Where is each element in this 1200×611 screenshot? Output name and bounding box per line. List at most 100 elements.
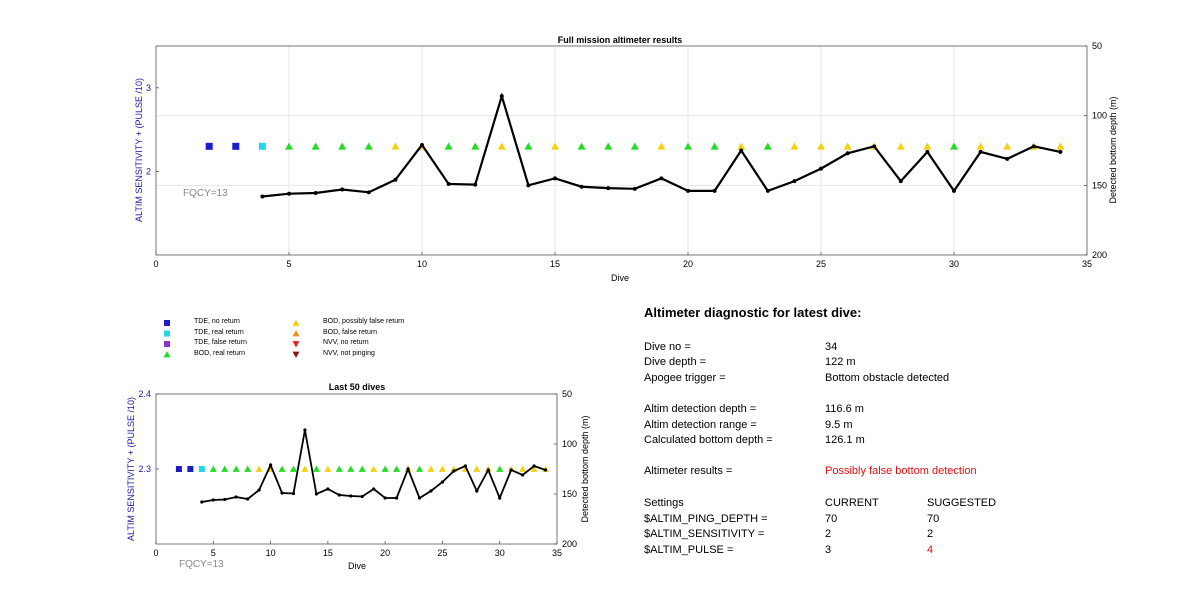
bottom-depth-point xyxy=(486,468,490,472)
bottom-depth-point xyxy=(686,188,690,193)
bottom-depth-point xyxy=(417,496,422,500)
altimeter-marker xyxy=(335,465,343,472)
detection-range-label: Altim detection range = xyxy=(644,419,757,431)
bottom-depth-point xyxy=(553,176,557,181)
dive-depth-label: Dive depth = xyxy=(644,356,707,368)
x-tick-label: 0 xyxy=(153,259,158,269)
altimeter-marker xyxy=(604,142,613,150)
dive-depth-value: 122 m xyxy=(825,356,856,368)
pulse-suggested: 4 xyxy=(927,544,934,556)
bottom-depth-point xyxy=(429,489,433,493)
bottom-depth-point xyxy=(234,495,238,499)
bottom-depth-point xyxy=(532,464,536,468)
right-axis-label: Detected bottom depth (m) xyxy=(580,415,590,522)
dive-no-value: 34 xyxy=(825,341,838,353)
detection-depth-label: Altim detection depth = xyxy=(644,403,757,415)
altimeter-marker xyxy=(896,142,905,150)
bottom-depth-point xyxy=(287,191,291,196)
bottom-depth-point xyxy=(420,142,424,147)
right-axis-label: Detected bottom depth (m) xyxy=(1108,96,1118,203)
altimeter-marker xyxy=(244,465,252,472)
altimeter-marker xyxy=(232,465,240,472)
results-label: Altimeter results = xyxy=(644,465,733,477)
altimeter-marker xyxy=(496,465,504,472)
bottom-depth-point xyxy=(268,463,273,467)
altimeter-marker xyxy=(519,465,527,472)
altimeter-marker xyxy=(198,466,205,472)
bottom-depth-point xyxy=(543,468,548,472)
altimeter-marker xyxy=(364,142,373,150)
altimeter-marker xyxy=(209,465,217,472)
altimeter-marker xyxy=(473,465,481,472)
altimeter-marker xyxy=(255,465,263,472)
bottom-depth-point xyxy=(473,182,478,187)
x-axis-label: Dive xyxy=(611,273,629,283)
bottom-depth-point xyxy=(372,487,376,491)
legend-entry-label: NVV, no return xyxy=(323,339,369,346)
altimeter-marker xyxy=(312,465,320,472)
altimeter-marker xyxy=(1003,142,1012,150)
bottom-depth-point xyxy=(845,151,850,156)
x-tick-label: 10 xyxy=(266,548,276,558)
bottom-depth-point xyxy=(394,496,399,500)
legend-entry-label: TDE, false return xyxy=(194,339,247,346)
right-tick-label: 150 xyxy=(1092,180,1107,190)
right-tick-label: 50 xyxy=(1092,41,1102,51)
bottom-depth-point xyxy=(303,428,307,432)
legend-marker xyxy=(292,341,300,348)
bottom-depth-point xyxy=(1005,156,1010,161)
right-tick-label: 200 xyxy=(562,539,577,549)
altimeter-marker xyxy=(393,465,401,472)
altimeter-marker xyxy=(817,142,825,150)
altimeter-marker xyxy=(416,465,424,472)
altimeter-marker xyxy=(347,465,355,472)
chart-title: Full mission altimeter results xyxy=(558,35,683,45)
legend-marker xyxy=(164,330,170,337)
left-axis-label: ALTIM SENSITIVITY + (PULSE /10) xyxy=(126,397,136,541)
x-tick-label: 20 xyxy=(683,259,693,269)
plot-frame xyxy=(155,45,1088,256)
bottom-depth-point xyxy=(872,144,877,149)
bottom-depth-point xyxy=(463,464,467,468)
last-50-dives-chart: Last 50 dives Dive ALTIM SENSITIVITY + (… xyxy=(126,382,590,571)
altimeter-marker xyxy=(471,142,480,150)
bottom-depth-point xyxy=(360,494,364,499)
altimeter-marker xyxy=(763,142,772,150)
x-tick-label: 30 xyxy=(495,548,505,558)
apogee-label: Apogee trigger = xyxy=(644,372,726,384)
altimeter-marker xyxy=(324,465,332,472)
altimeter-marker xyxy=(221,465,229,472)
bottom-depth-point xyxy=(1058,149,1063,154)
right-tick-label: 100 xyxy=(562,439,577,449)
bottom-depth-point xyxy=(246,497,250,501)
bottom-depth-point xyxy=(349,494,353,498)
x-tick-label: 35 xyxy=(1082,259,1092,269)
bottom-depth-point xyxy=(446,181,451,186)
altimeter-marker xyxy=(737,142,746,150)
altimeter-marker xyxy=(524,142,533,150)
suggested-header: SUGGESTED xyxy=(927,497,997,509)
bottom-depth-point xyxy=(280,491,284,495)
x-tick-label: 30 xyxy=(949,259,959,269)
altimeter-marker xyxy=(289,465,297,472)
bottom-depth-point xyxy=(257,488,261,492)
altimeter-marker xyxy=(976,142,985,150)
x-tick-label: 10 xyxy=(417,259,427,269)
full-mission-chart: Full mission altimeter results Dive ALTI… xyxy=(134,35,1118,283)
x-tick-label: 15 xyxy=(323,548,333,558)
bottom-depth-point xyxy=(393,177,398,182)
bottom-depth-point xyxy=(366,190,371,195)
ping-depth-current: 70 xyxy=(825,513,838,525)
bottom-depth-point xyxy=(406,467,410,471)
legend-entry-label: BOD, real return xyxy=(194,349,245,357)
altimeter-marker xyxy=(391,142,400,150)
bottom-depth-value: 126.1 m xyxy=(825,434,865,446)
right-tick-label: 100 xyxy=(1092,111,1107,121)
altimeter-marker xyxy=(923,142,932,150)
bottom-depth-point xyxy=(223,497,227,502)
ping-depth-suggested: 70 xyxy=(927,513,940,525)
fqcy-annotation: FQCY=13 xyxy=(179,559,224,570)
bottom-depth-point xyxy=(739,148,744,153)
left-tick-label: 2 xyxy=(146,166,151,176)
altimeter-marker xyxy=(630,142,639,150)
